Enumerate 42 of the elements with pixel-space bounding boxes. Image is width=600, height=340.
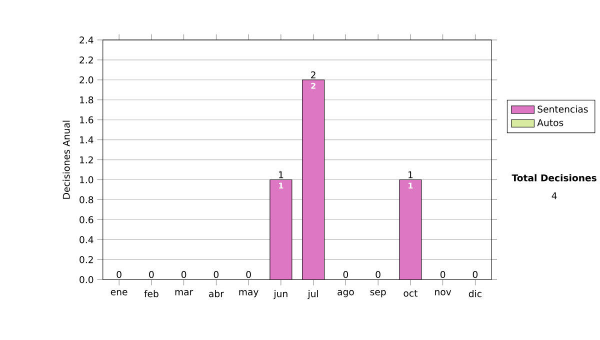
total-label: 1 (408, 172, 413, 178)
x-tick-label: may (239, 290, 258, 298)
y-tick-label: 1.8 (80, 96, 94, 104)
total-label: 0 (440, 271, 446, 278)
x-tick-label: abr (209, 290, 224, 298)
y-tick-label: 2.0 (80, 76, 94, 84)
total-label: 1 (279, 172, 284, 178)
legend-label: Autos (537, 119, 564, 126)
y-tick-label: 1.2 (80, 156, 93, 164)
legend-label: Sentencias (538, 106, 588, 113)
total-label: 0 (246, 271, 251, 278)
total-label: 0 (472, 271, 478, 278)
y-tick-label: 0.6 (80, 216, 94, 224)
y-tick-label: 0.4 (80, 236, 94, 244)
y-tick-label: 0.0 (80, 276, 94, 284)
y-tick-label: 2.4 (80, 36, 94, 44)
text: Total Decisiones (512, 174, 596, 182)
y-tick-label: 0.2 (80, 256, 93, 264)
y-tick-label: 1.4 (80, 136, 94, 144)
total-label: 0 (214, 271, 219, 278)
y-tick-label: 1.0 (80, 176, 94, 184)
y-axis-title: Decisiones Anual (62, 121, 70, 199)
x-tick-label: ene (110, 290, 128, 296)
x-tick-label: oct (404, 290, 418, 297)
y-tick-label: 0.8 (80, 196, 94, 204)
x-tick-label: ago (338, 290, 354, 298)
y-tick-label: 1.6 (80, 116, 94, 124)
text: 4 (552, 192, 557, 200)
total-label: 0 (181, 271, 186, 278)
total-label: 0 (149, 271, 154, 278)
x-tick-label: feb (144, 290, 158, 298)
y-tick-label: 2.2 (80, 56, 93, 64)
total-label: 0 (376, 271, 380, 278)
total-label: 2 (311, 72, 316, 79)
total-label: 0 (116, 271, 122, 278)
x-tick-label: nov (435, 290, 452, 296)
x-tick-label: jun (274, 290, 288, 300)
x-tick-label: sep (370, 290, 386, 298)
total-label: 0 (343, 271, 348, 278)
x-tick-label: dic (468, 290, 482, 298)
x-tick-label: jul (308, 290, 318, 300)
x-tick-label: mar (175, 290, 194, 296)
